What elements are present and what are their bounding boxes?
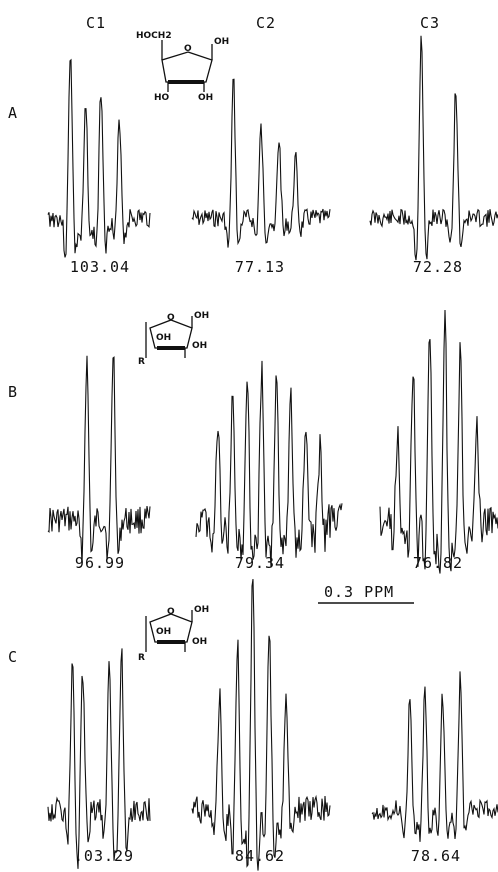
column-header-c1: C1 (86, 14, 107, 32)
struct-c-oh2: OH (156, 627, 171, 637)
struct-c-oh1: OH (194, 605, 209, 615)
trace-a-c2 (191, 78, 331, 248)
trace-c-c2 (191, 579, 331, 871)
trace-c-c1 (47, 648, 151, 869)
structure-c: O OH OH OH R (138, 605, 209, 663)
struct-a-oh1: OH (214, 37, 229, 47)
ppm-b-c2: 79.34 (234, 554, 286, 572)
trace-b-c2 (195, 360, 343, 568)
trace-b-c1 (47, 355, 151, 566)
structure-b: O OH OH OH R (138, 311, 209, 367)
struct-a-ring-o: O (184, 44, 192, 54)
struct-a-ho: HO (154, 93, 170, 103)
struct-c-ring-o: O (167, 607, 175, 617)
ppm-a-c3: 72.28 (412, 258, 464, 276)
struct-b-oh1: OH (194, 311, 209, 321)
scale-bar-label: 0.3 PPM (324, 583, 395, 601)
row-label-c: C (8, 648, 18, 666)
ppm-a-c2: 77.13 (234, 258, 286, 276)
row-label-a: A (8, 104, 18, 122)
row-label-b: B (8, 383, 18, 401)
column-header-c2: C2 (256, 14, 277, 32)
column-header-c3: C3 (420, 14, 441, 32)
structure-a: HOCH2 O OH HO OH (136, 31, 229, 103)
struct-c-r: R (138, 653, 145, 663)
struct-b-r: R (138, 357, 145, 367)
struct-a-hoch2: HOCH2 (136, 31, 172, 41)
struct-b-oh2: OH (156, 333, 171, 343)
ppm-c-c1: .03.29 (73, 847, 135, 865)
struct-b-oh3: OH (192, 341, 207, 351)
ppm-b-c1: 96.99 (74, 554, 126, 572)
trace-c-c3 (371, 671, 498, 842)
trace-b-c3 (379, 309, 498, 574)
struct-b-ring-o: O (167, 313, 175, 323)
struct-c-oh3: OH (192, 637, 207, 647)
ppm-a-c1: 103.04 (69, 258, 131, 276)
struct-a-oh2: OH (198, 93, 213, 103)
trace-a-c1 (47, 58, 151, 258)
ppm-c-c3: 78.64 (410, 847, 462, 865)
trace-a-c3 (369, 35, 498, 261)
